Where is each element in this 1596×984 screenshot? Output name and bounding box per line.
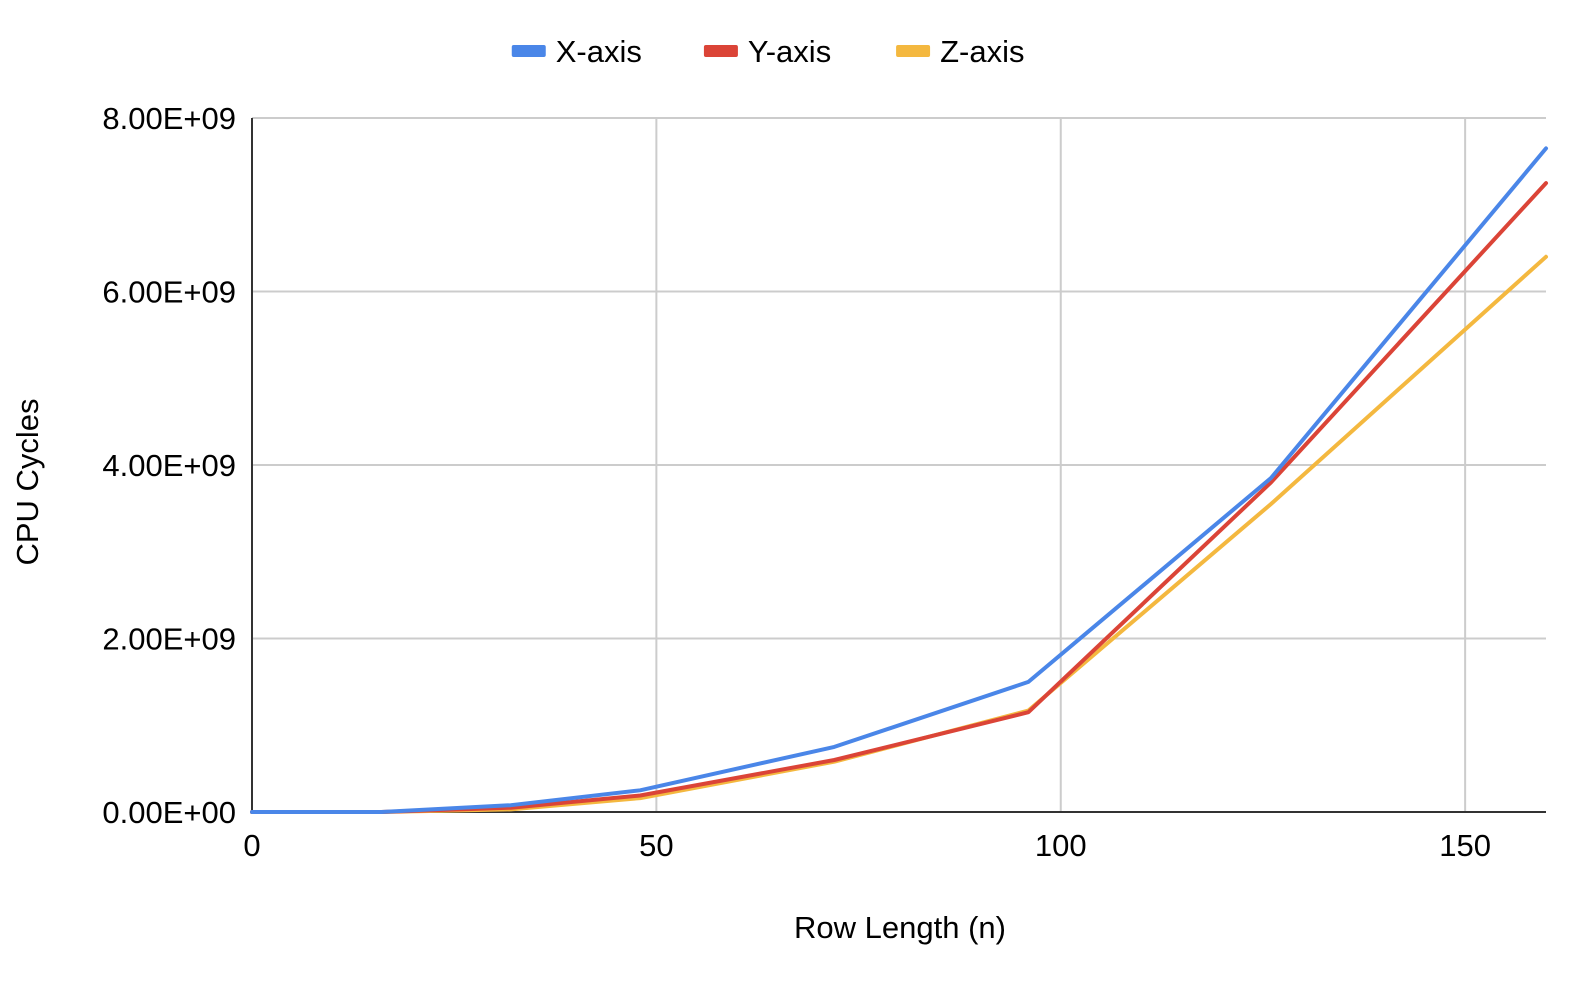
y-tick-label: 8.00E+09 (102, 101, 236, 136)
series-line-x-axis (250, 146, 1548, 814)
legend-item-x-axis[interactable]: X-axis (511, 34, 642, 69)
y-axis-title: CPU Cycles (10, 398, 45, 565)
legend: X-axis Y-axis Z-axis (511, 34, 1024, 69)
x-axis-title: Row Length (n) (794, 910, 1006, 945)
legend-label: Y-axis (748, 34, 831, 69)
x-tick-label: 100 (1035, 828, 1087, 863)
series-line-y-axis (250, 181, 1548, 814)
legend-item-z-axis[interactable]: Z-axis (896, 34, 1024, 69)
y-tick-label: 2.00E+09 (102, 622, 236, 657)
legend-item-y-axis[interactable]: Y-axis (703, 34, 831, 69)
x-tick-label: 0 (243, 828, 260, 863)
grid (252, 117, 1546, 812)
legend-swatch (703, 45, 738, 57)
axes: 0.00E+00 2.00E+09 4.00E+09 6.00E+09 8.00E+09… (102, 101, 1546, 863)
legend-label: Z-axis (940, 34, 1024, 69)
legend-swatch (896, 45, 931, 57)
x-tick-label: 150 (1439, 828, 1491, 863)
series-lines (250, 146, 1548, 814)
series-line-z-axis (250, 254, 1548, 814)
y-tick-label: 0.00E+00 (102, 795, 236, 830)
legend-swatch (511, 45, 546, 57)
legend-label: X-axis (556, 34, 642, 69)
y-tick-label: 4.00E+09 (102, 448, 236, 483)
x-tick-label: 50 (639, 828, 673, 863)
y-tick-label: 6.00E+09 (102, 275, 236, 310)
